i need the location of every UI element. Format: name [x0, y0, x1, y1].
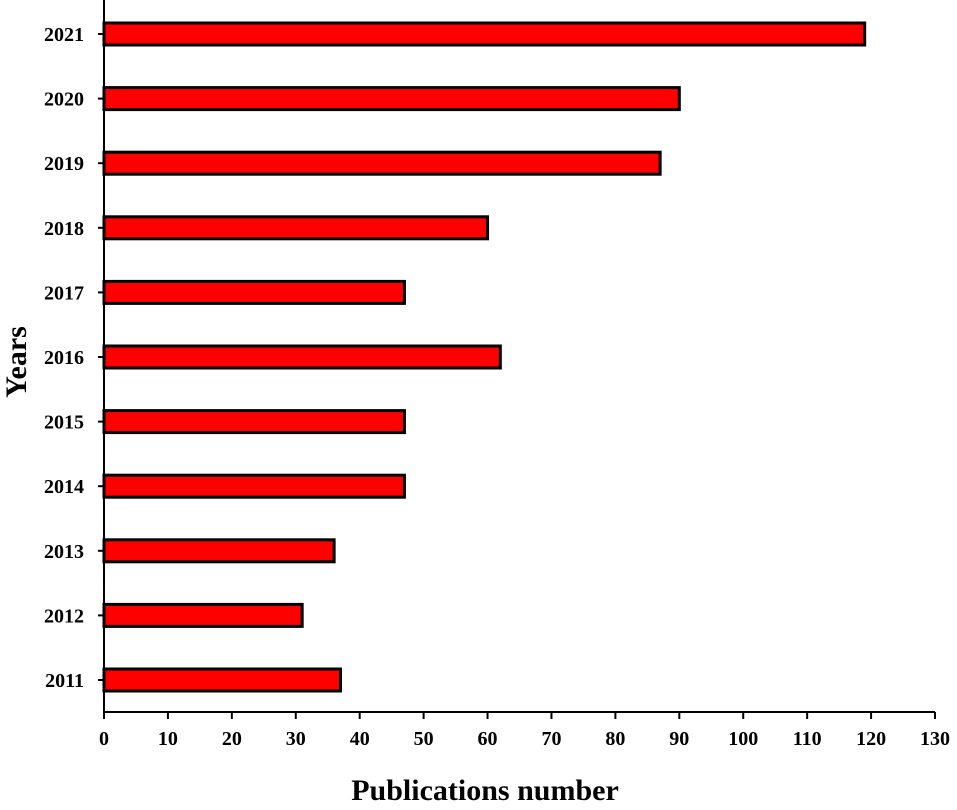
- bar-2019: [102, 150, 662, 176]
- bar-2012: [102, 602, 304, 628]
- y-tick-label-2017: 2017: [44, 282, 84, 304]
- bar-2016: [102, 344, 502, 370]
- x-tick-label-0: 0: [99, 728, 109, 750]
- axes-layer: [98, 0, 936, 719]
- x-tick-label-10: 10: [158, 728, 178, 750]
- bar-2021: [102, 21, 867, 47]
- y-tick-label-2020: 2020: [44, 89, 84, 111]
- y-tick-label-2014: 2014: [44, 476, 84, 498]
- y-tick-label-2011: 2011: [45, 670, 84, 692]
- x-tick-label-90: 90: [669, 728, 689, 750]
- labels-layer: 2021202020192018201720162015201420132012…: [44, 24, 950, 750]
- x-tick-label-70: 70: [541, 728, 561, 750]
- bar-2013: [102, 538, 336, 564]
- x-tick-label-40: 40: [350, 728, 370, 750]
- bar-2018: [102, 215, 490, 241]
- bar-2014: [102, 473, 406, 499]
- x-tick-label-50: 50: [414, 728, 434, 750]
- y-tick-label-2018: 2018: [44, 218, 84, 240]
- bar-2011: [102, 667, 343, 693]
- x-tick-label-80: 80: [605, 728, 625, 750]
- bar-2015: [102, 409, 406, 435]
- x-tick-label-110: 110: [793, 728, 822, 750]
- y-tick-label-2012: 2012: [44, 605, 84, 627]
- bars-layer: [102, 21, 867, 693]
- y-tick-label-2016: 2016: [44, 347, 84, 369]
- y-tick-label-2013: 2013: [44, 541, 84, 563]
- x-axis-title: Publications number: [351, 774, 619, 805]
- x-tick-label-100: 100: [728, 728, 758, 750]
- y-tick-label-2019: 2019: [44, 153, 84, 175]
- y-tick-label-2021: 2021: [44, 24, 84, 46]
- x-tick-label-20: 20: [222, 728, 242, 750]
- bar-2020: [102, 86, 681, 112]
- x-tick-label-130: 130: [920, 728, 950, 750]
- bar-2017: [102, 279, 406, 305]
- x-tick-label-120: 120: [856, 728, 886, 750]
- y-axis-title: Years: [0, 326, 33, 398]
- y-tick-label-2015: 2015: [44, 412, 84, 434]
- x-tick-label-30: 30: [286, 728, 306, 750]
- x-tick-label-60: 60: [478, 728, 498, 750]
